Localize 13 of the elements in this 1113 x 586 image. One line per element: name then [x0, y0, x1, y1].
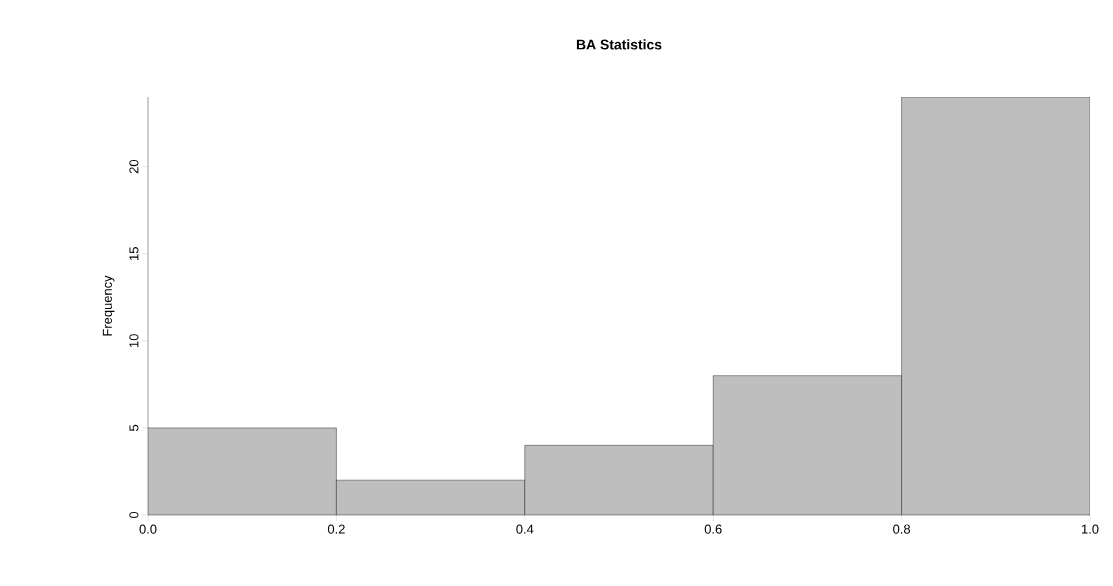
x-tick-label: 0.4: [516, 524, 534, 534]
x-tick-label: 1.0: [1081, 524, 1099, 534]
y-axis-title: Frequency: [102, 275, 115, 336]
chart-title: BA Statistics: [576, 39, 662, 50]
y-tick-label: 15: [129, 247, 139, 260]
y-tick-label: 5: [129, 424, 139, 431]
y-tick-label: 20: [129, 159, 139, 174]
x-tick-label: 0.0: [139, 524, 157, 534]
y-tick-label: 10: [129, 334, 139, 348]
x-tick-label: 0.6: [704, 524, 722, 534]
x-tick-label: 0.8: [893, 524, 911, 534]
y-tick-label: 0: [129, 511, 139, 519]
x-tick-label: 0.2: [327, 524, 345, 534]
